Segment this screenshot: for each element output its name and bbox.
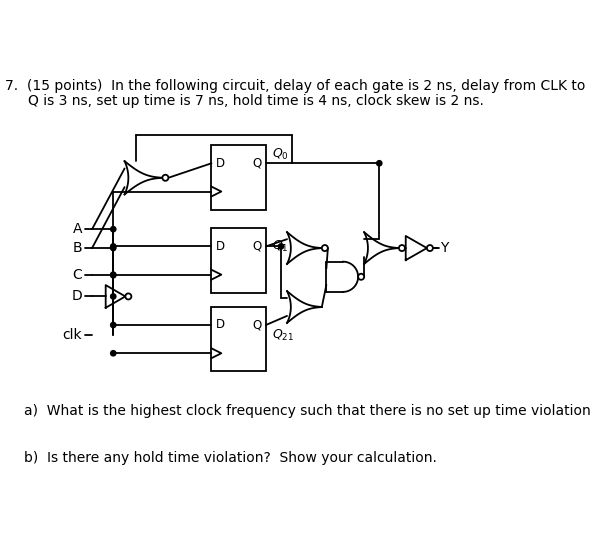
Text: D: D: [216, 157, 225, 170]
Text: a)  What is the highest clock frequency such that there is no set up time violat: a) What is the highest clock frequency s…: [24, 403, 590, 418]
Text: C: C: [73, 268, 82, 282]
Circle shape: [110, 272, 116, 277]
Circle shape: [110, 322, 116, 328]
Circle shape: [358, 274, 364, 280]
Circle shape: [376, 161, 382, 166]
Circle shape: [110, 294, 116, 299]
Text: clk: clk: [63, 328, 82, 342]
Text: $Q_0$: $Q_0$: [272, 147, 289, 162]
Circle shape: [110, 272, 116, 278]
Text: 7.  (15 points)  In the following circuit, delay of each gate is 2 ns, delay fro: 7. (15 points) In the following circuit,…: [5, 79, 585, 93]
Circle shape: [110, 227, 116, 232]
Bar: [211, 307, 266, 371]
Circle shape: [162, 175, 168, 181]
Text: Q: Q: [252, 318, 261, 331]
Text: Q is 3 ns, set up time is 7 ns, hold time is 4 ns, clock skew is 2 ns.: Q is 3 ns, set up time is 7 ns, hold tim…: [28, 94, 484, 108]
Circle shape: [427, 245, 433, 251]
Circle shape: [110, 245, 116, 251]
Bar: [211, 145, 266, 210]
Text: $Q_{21}$: $Q_{21}$: [272, 328, 294, 343]
Text: B: B: [73, 241, 82, 255]
Text: Y: Y: [441, 241, 449, 255]
Text: Q: Q: [252, 157, 261, 170]
Circle shape: [399, 245, 405, 251]
Text: Q: Q: [252, 240, 261, 253]
Text: D: D: [216, 318, 225, 331]
Circle shape: [125, 293, 132, 299]
Text: b)  Is there any hold time violation?  Show your calculation.: b) Is there any hold time violation? Sho…: [24, 450, 437, 465]
Circle shape: [322, 245, 328, 251]
Circle shape: [278, 244, 284, 249]
Circle shape: [110, 244, 116, 249]
Bar: [211, 228, 266, 293]
Text: A: A: [73, 222, 82, 236]
Text: $Q_1$: $Q_1$: [272, 239, 289, 254]
Text: D: D: [216, 240, 225, 253]
Text: D: D: [71, 289, 82, 304]
Circle shape: [110, 351, 116, 356]
